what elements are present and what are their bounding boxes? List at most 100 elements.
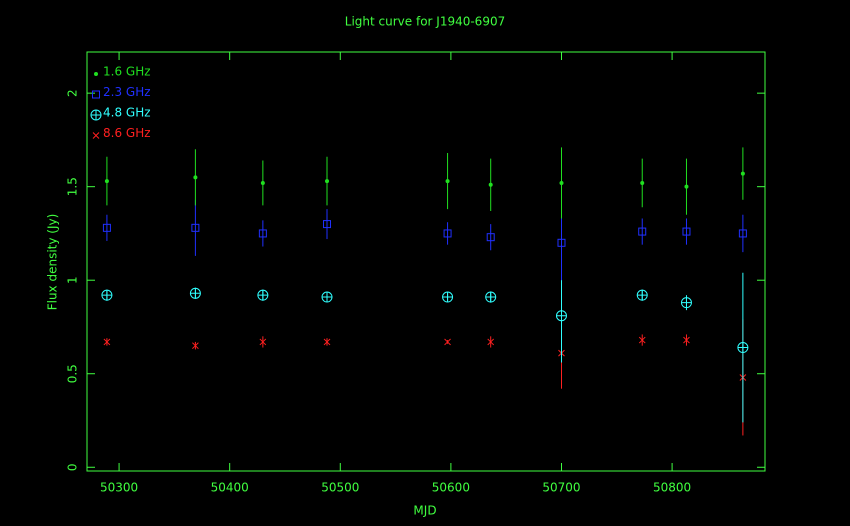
marker-shape bbox=[258, 229, 267, 238]
marker-shape bbox=[191, 223, 200, 232]
marker-shape bbox=[740, 171, 745, 176]
marker-shape bbox=[322, 292, 333, 303]
marker-shape bbox=[684, 184, 689, 189]
marker-shape bbox=[104, 179, 109, 184]
marker bbox=[443, 229, 452, 238]
marker-shape bbox=[485, 292, 496, 303]
marker bbox=[325, 179, 330, 184]
marker bbox=[738, 229, 747, 238]
y-tick-label: 0.5 bbox=[66, 364, 80, 383]
marker bbox=[486, 233, 495, 242]
marker bbox=[680, 297, 692, 309]
marker bbox=[193, 175, 198, 180]
marker-shape bbox=[638, 227, 647, 236]
marker bbox=[323, 338, 331, 346]
marker-shape bbox=[681, 297, 692, 308]
marker bbox=[488, 182, 493, 187]
marker-shape bbox=[487, 338, 495, 346]
marker-shape bbox=[488, 182, 493, 187]
marker-shape bbox=[259, 338, 267, 346]
marker bbox=[638, 336, 646, 344]
x-axis-label: MJD bbox=[413, 504, 436, 518]
marker bbox=[92, 132, 100, 139]
chart-title: Light curve for J1940-6907 bbox=[345, 15, 505, 29]
marker-shape bbox=[92, 132, 100, 139]
marker bbox=[189, 287, 201, 299]
marker bbox=[636, 289, 648, 301]
legend-label: 8.6 GHz bbox=[103, 126, 151, 140]
marker bbox=[90, 109, 102, 121]
marker-shape bbox=[640, 180, 645, 185]
marker-shape bbox=[443, 229, 452, 238]
marker-shape bbox=[556, 310, 567, 321]
marker-shape bbox=[323, 338, 331, 346]
marker-shape bbox=[257, 290, 268, 301]
marker-shape bbox=[486, 233, 495, 242]
legend-label: 2.3 GHz bbox=[103, 85, 151, 99]
marker bbox=[191, 223, 200, 232]
marker bbox=[683, 336, 690, 344]
marker bbox=[557, 238, 566, 247]
marker bbox=[682, 227, 691, 236]
x-tick-label: 50700 bbox=[542, 481, 580, 495]
marker-shape bbox=[445, 179, 450, 184]
y-tick-label: 0 bbox=[66, 463, 80, 471]
marker bbox=[101, 289, 113, 301]
y-tick-label: 1 bbox=[66, 276, 80, 284]
marker bbox=[640, 180, 645, 185]
marker-shape bbox=[193, 175, 198, 180]
marker bbox=[192, 342, 199, 350]
marker-shape bbox=[92, 90, 100, 99]
marker bbox=[445, 179, 450, 184]
marker bbox=[737, 342, 749, 354]
marker bbox=[104, 179, 109, 184]
marker bbox=[94, 72, 98, 76]
marker bbox=[102, 223, 111, 232]
marker-shape bbox=[102, 223, 111, 232]
marker-shape bbox=[192, 342, 199, 350]
plot-frame bbox=[86, 51, 766, 472]
marker bbox=[638, 227, 647, 236]
x-tick-label: 50800 bbox=[653, 481, 691, 495]
marker-shape bbox=[442, 292, 453, 303]
marker-shape bbox=[260, 180, 265, 185]
legend-label: 4.8 GHz bbox=[103, 106, 151, 120]
x-tick-label: 50500 bbox=[321, 481, 359, 495]
marker-shape bbox=[738, 229, 747, 238]
marker bbox=[559, 180, 564, 185]
x-tick-label: 50300 bbox=[100, 481, 138, 495]
legend-label: 1.6 GHz bbox=[103, 65, 151, 79]
marker-shape bbox=[683, 336, 690, 344]
marker bbox=[684, 184, 689, 189]
marker bbox=[555, 310, 567, 322]
marker-shape bbox=[91, 110, 101, 120]
marker bbox=[258, 229, 267, 238]
marker-shape bbox=[638, 336, 646, 344]
marker bbox=[257, 289, 269, 301]
y-tick-label: 2 bbox=[66, 89, 80, 97]
marker bbox=[487, 338, 495, 346]
marker-shape bbox=[737, 342, 748, 353]
x-tick-label: 50400 bbox=[211, 481, 249, 495]
marker-shape bbox=[325, 179, 330, 184]
marker bbox=[485, 291, 497, 303]
marker-shape bbox=[323, 220, 332, 229]
marker bbox=[259, 338, 267, 346]
x-tick-label: 50600 bbox=[432, 481, 470, 495]
marker bbox=[260, 180, 265, 185]
marker-shape bbox=[190, 288, 201, 299]
marker bbox=[323, 220, 332, 229]
marker-shape bbox=[94, 72, 98, 76]
marker-shape bbox=[557, 238, 566, 247]
marker-shape bbox=[559, 180, 564, 185]
marker bbox=[103, 338, 111, 346]
marker bbox=[321, 291, 333, 303]
marker-shape bbox=[444, 338, 451, 346]
marker-shape bbox=[682, 227, 691, 236]
marker bbox=[444, 338, 451, 346]
marker-shape bbox=[637, 290, 648, 301]
marker bbox=[92, 90, 100, 99]
marker-shape bbox=[101, 290, 112, 301]
